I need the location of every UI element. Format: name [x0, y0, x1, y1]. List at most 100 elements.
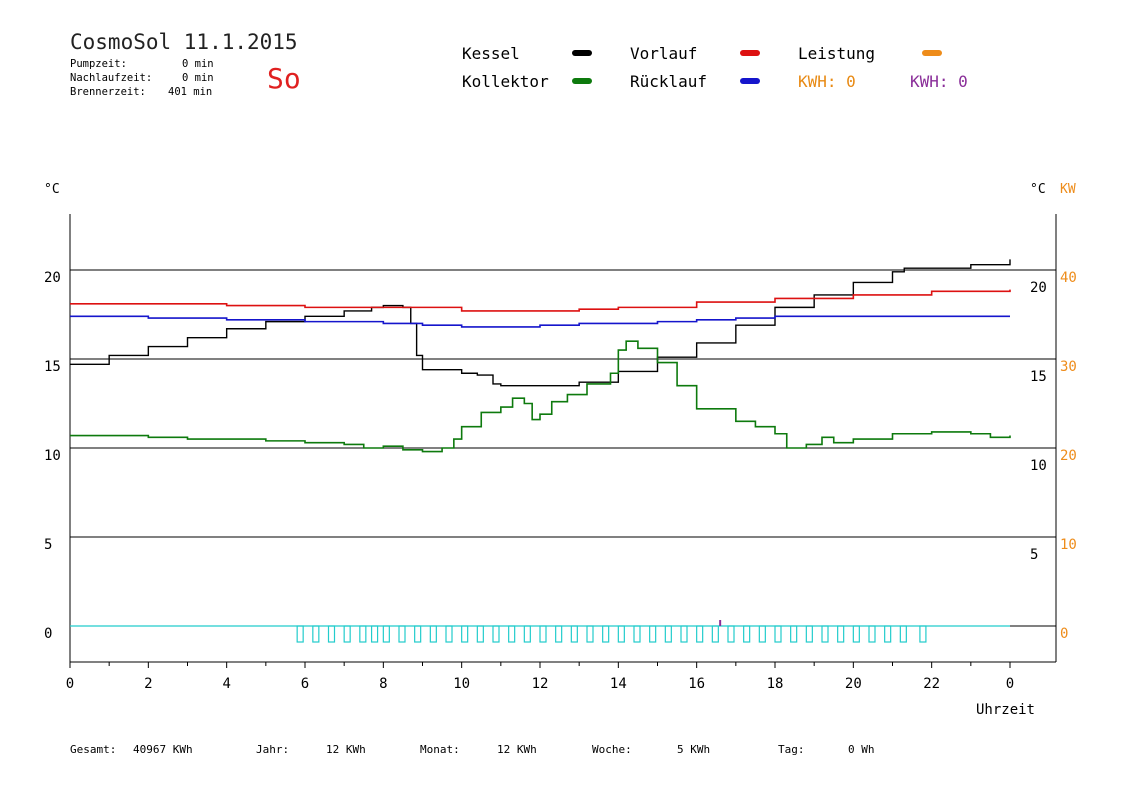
- legend-leistung-swatch: [922, 50, 942, 56]
- footer-tag-value: 0 Wh: [848, 743, 875, 756]
- y-right-power-tick-10: 10: [1060, 537, 1077, 553]
- footer-woche-label: Woche:: [592, 743, 632, 756]
- pump-mark-23: [649, 625, 657, 643]
- series-line-kessel: [70, 259, 1011, 387]
- pump-mark-35: [837, 625, 845, 643]
- chart-title: CosmoSol 11.1.2015: [70, 30, 298, 54]
- pump-mark-15: [523, 625, 531, 643]
- x-tick-label-4: 8: [379, 676, 387, 692]
- x-tick-label-0: 0: [66, 676, 74, 692]
- legend-kollektor-swatch: [572, 78, 592, 84]
- x-tick-label-12: 0: [1006, 676, 1014, 692]
- pump-mark-24: [664, 625, 672, 643]
- footer-gesamt-label: Gesamt:: [70, 743, 117, 756]
- pump-mark-21: [617, 625, 625, 643]
- x-tick-label-9: 18: [767, 676, 784, 692]
- legend-leistung-label: Leistung: [798, 44, 876, 63]
- pump-mark-36: [852, 625, 860, 643]
- x-axis-label: Uhrzeit: [976, 702, 1035, 718]
- pump-mark-12: [476, 625, 484, 643]
- x-tick-label-7: 14: [610, 676, 627, 692]
- pump-mark-27: [711, 625, 719, 643]
- footer-jahr-value: 12 KWh: [326, 743, 366, 756]
- pump-mark-8: [414, 625, 422, 643]
- pump-mark-25: [680, 625, 688, 643]
- x-tick-label-11: 22: [923, 676, 940, 692]
- legend-kwh-b: KWH: 0: [910, 72, 968, 91]
- pump-mark-39: [899, 625, 907, 643]
- pump-mark-33: [805, 625, 813, 643]
- pump-mark-22: [633, 625, 641, 643]
- pump-mark-3: [343, 625, 351, 643]
- y-right-power-tick-20: 20: [1060, 448, 1077, 464]
- footer-monat-label: Monat:: [420, 743, 460, 756]
- pump-mark-1: [312, 625, 320, 643]
- series-line-ruecklauf: [70, 315, 1010, 328]
- pump-mark-30: [758, 625, 766, 643]
- pump-mark-28: [727, 625, 735, 643]
- pump-mark-0: [296, 625, 304, 643]
- footer-gesamt-value: 40967 KWh: [133, 743, 193, 756]
- legend-kessel-swatch: [572, 50, 592, 56]
- y-left-tick-5: 5: [44, 537, 52, 553]
- x-tick-label-8: 16: [688, 676, 705, 692]
- legend-ruecklauf-swatch: [740, 78, 760, 84]
- x-tick-label-2: 4: [222, 676, 230, 692]
- footer-woche-value: 5 KWh: [677, 743, 711, 756]
- series-line-vorlauf: [70, 289, 1011, 312]
- stat-pumpzeit-value: 0 min: [182, 58, 214, 70]
- x-tick-label-1: 2: [144, 676, 152, 692]
- y-right-temp-tick-20: 20: [1030, 280, 1047, 296]
- y-right-power-tick-40: 40: [1060, 270, 1077, 286]
- pump-mark-10: [445, 625, 453, 643]
- pump-mark-19: [586, 625, 594, 643]
- stat-pumpzeit-label: Pumpzeit:: [70, 58, 127, 70]
- legend-vorlauf-label: Vorlauf: [630, 44, 698, 63]
- weekday-label: So: [267, 62, 301, 95]
- y-right-unit-temp: °C: [1030, 182, 1046, 197]
- stat-brennerzeit-value: 401 min: [168, 86, 213, 98]
- stat-brennerzeit-label: Brennerzeit:: [70, 86, 146, 98]
- pump-mark-9: [429, 625, 437, 643]
- pump-mark-4: [359, 625, 367, 643]
- y-right-power-tick-30: 30: [1060, 359, 1077, 375]
- y-left-tick-15: 15: [44, 359, 61, 375]
- pump-mark-34: [821, 625, 829, 643]
- y-left-tick-10: 10: [44, 448, 61, 464]
- pump-mark-40: [919, 625, 927, 643]
- pump-mark-37: [868, 625, 876, 643]
- legend-vorlauf-swatch: [740, 50, 760, 56]
- pump-mark-26: [696, 625, 704, 643]
- y-right-temp-tick-10: 10: [1030, 458, 1047, 474]
- pump-mark-20: [602, 625, 610, 643]
- y-left-tick-0: 0: [44, 626, 52, 642]
- stat-nachlaufzeit-value: 0 min: [182, 72, 214, 84]
- pump-mark-38: [884, 625, 892, 643]
- legend-kwh-a: KWH: 0: [798, 72, 856, 91]
- x-tick-label-5: 10: [453, 676, 470, 692]
- y-right-temp-tick-5: 5: [1030, 547, 1038, 563]
- y-left-unit: °C: [44, 182, 60, 197]
- pump-mark-16: [539, 625, 547, 643]
- pump-mark-5: [370, 625, 379, 643]
- pump-mark-17: [555, 625, 563, 643]
- footer-monat-value: 12 KWh: [497, 743, 537, 756]
- pump-mark-18: [570, 625, 578, 643]
- x-tick-label-6: 12: [532, 676, 549, 692]
- series-line-kollektor: [70, 340, 1011, 453]
- pump-mark-29: [743, 625, 751, 643]
- pump-mark-2: [327, 625, 336, 643]
- footer-jahr-label: Jahr:: [256, 743, 290, 756]
- y-right-temp-tick-15: 15: [1030, 369, 1047, 385]
- y-right-unit-power: KW: [1060, 182, 1076, 197]
- pump-mark-14: [508, 625, 516, 643]
- pump-mark-31: [774, 625, 782, 643]
- x-tick-label-3: 6: [301, 676, 309, 692]
- stat-nachlaufzeit-label: Nachlaufzeit:: [70, 72, 153, 84]
- footer-tag-label: Tag:: [778, 743, 805, 756]
- pump-mark-6: [382, 625, 390, 643]
- legend-ruecklauf-label: Rücklauf: [630, 72, 708, 91]
- pump-mark-13: [492, 625, 500, 643]
- y-left-tick-20: 20: [44, 270, 61, 286]
